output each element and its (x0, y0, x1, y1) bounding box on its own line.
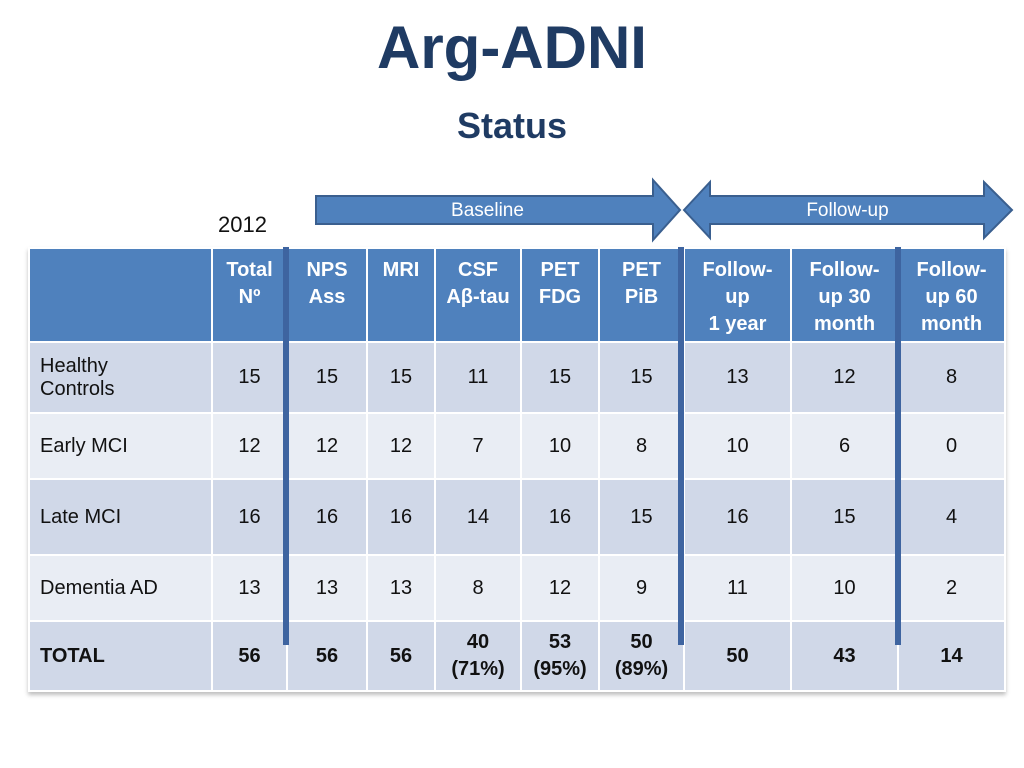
table-cell: 11 (434, 341, 522, 414)
table-cell: 12 (520, 554, 600, 622)
status-table: Total Nº NPS Ass MRI CSF Aβ-tau PET FDG PET P… (28, 247, 1006, 692)
column-header-pet-fdg: PET FDG (520, 247, 600, 343)
column-header-total: Total Nº (211, 247, 288, 343)
table-row: Late MCI 16 16 16 14 16 15 16 15 4 (28, 478, 1006, 556)
table-cell: 9 (598, 554, 685, 622)
table-cell: 6 (790, 412, 899, 480)
row-label: TOTAL (28, 620, 213, 692)
table-cell: 16 (520, 478, 600, 556)
column-header-followup-1y: Follow-up 1 year (683, 247, 792, 343)
table-cell: 50 (89%) (598, 620, 685, 692)
table-cell: 15 (211, 341, 288, 414)
table-cell: 10 (790, 554, 899, 622)
table-cell: 13 (286, 554, 368, 622)
table-cell: 56 (211, 620, 288, 692)
table-row: Early MCI 12 12 12 7 10 8 10 6 0 (28, 412, 1006, 480)
table-cell: 8 (434, 554, 522, 622)
table-total-row: TOTAL 56 56 56 40 (71%) 53 (95%) 50 (89%) 50 43 14 (28, 620, 1006, 692)
table-cell: 43 (790, 620, 899, 692)
table-cell: 15 (790, 478, 899, 556)
table-cell: 15 (598, 341, 685, 414)
page-subtitle: Status (456, 105, 568, 146)
table-cell: 15 (598, 478, 685, 556)
table-cell: 10 (683, 412, 792, 480)
table-cell: 14 (434, 478, 522, 556)
table-cell: 0 (897, 412, 1006, 480)
table-cell: 16 (366, 478, 436, 556)
row-label: Early MCI (28, 412, 213, 480)
table-row: Dementia AD 13 13 13 8 12 9 11 10 2 (28, 554, 1006, 622)
table-cell: 11 (683, 554, 792, 622)
table-cell: 14 (897, 620, 1006, 692)
table-cell: 56 (286, 620, 368, 692)
row-label: Late MCI (28, 478, 213, 556)
column-header-followup-30m: Follow-up 30 month (790, 247, 899, 343)
column-header-nps: NPS Ass (286, 247, 368, 343)
baseline-label: Baseline (451, 200, 524, 221)
table-cell: 13 (211, 554, 288, 622)
table-cell: 10 (520, 412, 600, 480)
table-cell: 12 (790, 341, 899, 414)
table-cell: 12 (286, 412, 368, 480)
table-row: Healthy Controls 15 15 15 11 15 15 13 12 8 (28, 341, 1006, 414)
column-header-followup-60m: Follow-up 60 month (897, 247, 1006, 343)
column-header-mri: MRI (366, 247, 436, 343)
table-cell: 16 (683, 478, 792, 556)
table-cell: 13 (366, 554, 436, 622)
table-cell: 16 (286, 478, 368, 556)
column-header-empty (28, 247, 213, 343)
table-cell: 12 (366, 412, 436, 480)
followup-label: Follow-up (806, 200, 889, 221)
table-cell: 8 (897, 341, 1006, 414)
table-cell: 7 (434, 412, 522, 480)
table-cell: 53 (95%) (520, 620, 600, 692)
table-header-row: Total Nº NPS Ass MRI CSF Aβ-tau PET FDG PET P… (28, 247, 1006, 343)
year-label: 2012 (218, 212, 267, 237)
table-cell: 12 (211, 412, 288, 480)
table-cell: 56 (366, 620, 436, 692)
column-header-pet-pib: PET PiB (598, 247, 685, 343)
table-cell: 16 (211, 478, 288, 556)
row-label: Healthy Controls (28, 341, 213, 414)
table-cell: 2 (897, 554, 1006, 622)
row-label: Dementia AD (28, 554, 213, 622)
table-cell: 15 (286, 341, 368, 414)
page-title: Arg-ADNI (377, 14, 647, 81)
table-cell: 4 (897, 478, 1006, 556)
table-cell: 13 (683, 341, 792, 414)
column-header-csf: CSF Aβ-tau (434, 247, 522, 343)
table-cell: 15 (520, 341, 600, 414)
table-cell: 40 (71%) (434, 620, 522, 692)
table-cell: 15 (366, 341, 436, 414)
table-cell: 50 (683, 620, 792, 692)
table-cell: 8 (598, 412, 685, 480)
